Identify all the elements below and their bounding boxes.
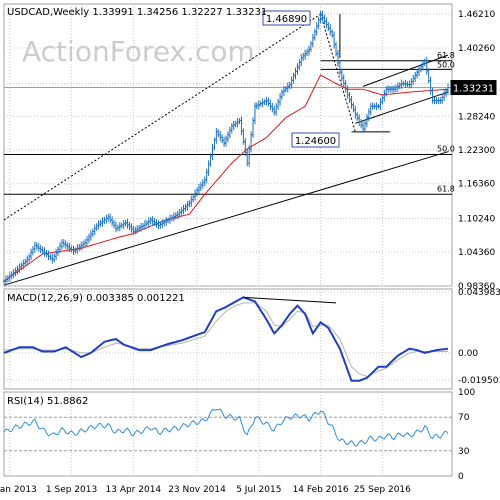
price-y-tick-label: 1.16360 — [458, 180, 495, 190]
long-term-trendline — [3, 151, 449, 286]
price-bars — [2, 10, 450, 286]
rsi-y-tick-label: 100 — [458, 388, 475, 398]
macd-signal-line — [3, 302, 448, 378]
macd-y-axis: 0.043983 0.00 -0.019501 — [458, 288, 500, 386]
last-price-label: 1.33231 — [453, 84, 494, 95]
macd-divergence-trendline — [243, 296, 337, 304]
x-axis: 20 Jan 2013 1 Sep 2013 13 Apr 2014 23 Nov 2… — [0, 485, 411, 495]
fib-label-50-upper: 50.0 — [437, 60, 455, 69]
rsi-y-axis: 100 70 30 0 — [458, 388, 475, 482]
rsi-grid — [4, 392, 452, 476]
last-price-label-box — [450, 80, 497, 96]
price-bar — [446, 83, 450, 95]
x-tick-label: 14 Feb 2016 — [293, 485, 349, 495]
price-y-tick-label: 1.22300 — [458, 146, 495, 156]
price-y-tick-label: 1.40260 — [458, 44, 495, 54]
fib-label-61-8-upper: 61.8 — [437, 51, 455, 60]
rsi-line — [3, 408, 449, 447]
price-annotation-lines — [3, 13, 452, 286]
retracement-dotted-line — [320, 14, 356, 132]
rsi-y-tick-label: 70 — [458, 413, 470, 423]
fib-label-50-lower: 50.0 — [437, 145, 455, 154]
low-label-box — [291, 132, 340, 148]
price-panel-title: USDCAD,Weekly 1.33991 1.34256 1.32227 1.… — [7, 7, 267, 18]
x-tick-label: 13 Apr 2014 — [106, 485, 162, 495]
price-y-tick-label: 1.04360 — [458, 248, 495, 258]
rsi-y-tick-label: 30 — [458, 447, 470, 457]
macd-panel-title: MACD(12,26,9) 0.003385 0.001221 — [7, 293, 185, 304]
low-label: 1.24600 — [295, 136, 336, 147]
x-tick-label: 1 Sep 2013 — [46, 485, 97, 495]
watermark: ActionForex.com — [22, 35, 255, 68]
price-y-tick-label: 1.28240 — [458, 112, 495, 122]
macd-panel-frame — [3, 288, 453, 390]
rsi-y-tick-label: 0 — [458, 472, 464, 482]
rsi-panel-title: RSI(14) 51.8862 — [7, 396, 88, 407]
x-tick-label: 20 Jan 2013 — [0, 485, 37, 495]
rsi-panel-frame — [3, 391, 453, 477]
x-tick-label: 25 Sep 2016 — [354, 485, 411, 495]
x-tick-label: 23 Nov 2014 — [168, 485, 226, 495]
price-y-tick-label: 0.98360 — [458, 282, 495, 292]
high-label: 1.46890 — [266, 14, 307, 25]
macd-y-tick-label: -0.019501 — [458, 376, 500, 386]
macd-y-tick-label: 0.00 — [458, 349, 478, 359]
high-label-box — [262, 10, 311, 26]
price-y-tick-label: 1.46210 — [458, 10, 495, 20]
macd-line — [3, 296, 449, 382]
x-tick-label: 5 Jul 2015 — [236, 485, 281, 495]
price-y-tick-label: 1.10240 — [458, 215, 495, 225]
price-y-axis: 0.98360 1.04360 1.10240 1.16360 1.22300 1.282… — [458, 10, 495, 292]
price-panel-frame — [3, 3, 453, 287]
fib-label-61-8-lower: 61.8 — [437, 184, 455, 193]
dotted-trendline — [3, 13, 321, 221]
macd-y-tick-label: 0.043983 — [458, 288, 500, 298]
